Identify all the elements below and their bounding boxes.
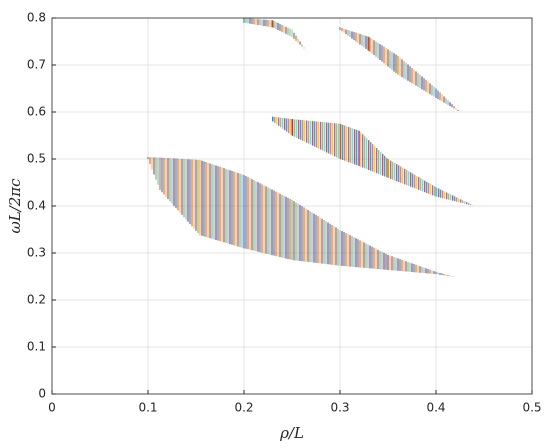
y-tick-label: 0.8 (27, 11, 46, 25)
y-tick-label: 0.2 (27, 293, 46, 307)
y-tick-label: 0.3 (27, 246, 46, 260)
y-axis-label: ωL/2πc (6, 178, 24, 234)
y-tick-label: 0.7 (27, 58, 46, 72)
y-tick-label: 0.6 (27, 105, 46, 119)
x-tick-label: 0.1 (138, 401, 157, 415)
axes-box (51, 17, 533, 395)
x-tick-label: 0.2 (234, 401, 253, 415)
y-tick-label: 0 (38, 387, 46, 401)
x-axis-label: ρ/L (279, 424, 304, 442)
x-tick-label: 0.4 (426, 401, 445, 415)
y-tick-label: 0.4 (27, 199, 46, 213)
x-tick-label: 0.5 (522, 401, 541, 415)
y-tick-label: 0.5 (27, 152, 46, 166)
x-tick-label: 0.3 (330, 401, 349, 415)
y-tick-label: 0.1 (27, 340, 46, 354)
x-tick-label: 0 (48, 401, 56, 415)
